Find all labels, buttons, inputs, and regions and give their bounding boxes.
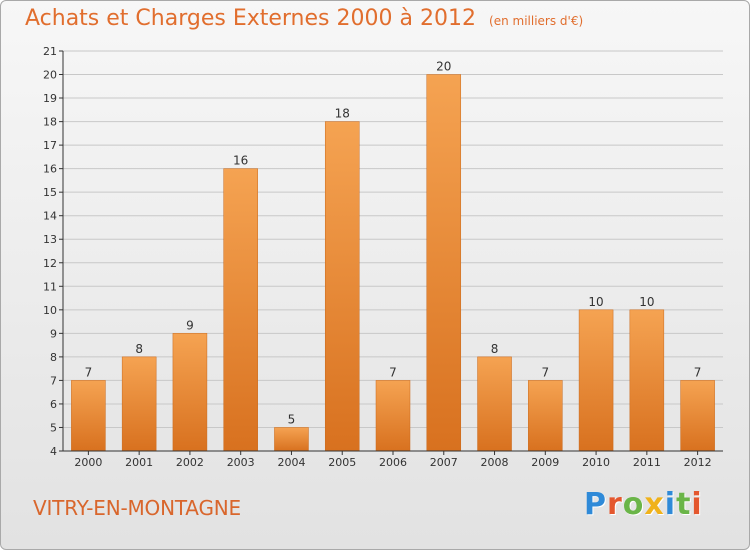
x-tick-label: 2012 [684, 456, 712, 469]
x-tick-label: 2006 [379, 456, 407, 469]
bar-value-label: 7 [85, 365, 93, 379]
bars [71, 74, 715, 452]
x-tick-label: 2009 [531, 456, 559, 469]
x-tick-label: 2010 [582, 456, 610, 469]
chart-header: Achats et Charges Externes 2000 à 2012 (… [25, 6, 583, 31]
y-tick-label: 4 [50, 445, 57, 458]
bar-value-label: 20 [436, 60, 451, 74]
x-tick-label: 2000 [74, 456, 102, 469]
x-tick-label: 2002 [176, 456, 204, 469]
y-tick-label: 12 [43, 257, 57, 270]
bar-2012 [680, 380, 715, 452]
axes: 4 5 6 7 8 9 10 11 12 13 14 15 16 17 18 19 20 21 2000 2001 20… [43, 45, 723, 469]
y-tick-label: 10 [43, 304, 57, 317]
brand-letter: x [644, 487, 665, 522]
y-tick-label: 8 [50, 351, 57, 364]
bar-value-label: 8 [491, 342, 499, 356]
brand-letter: P [584, 487, 607, 522]
bar-2008 [477, 356, 512, 452]
bar-value-label: 18 [335, 107, 350, 121]
chart-unit: (en milliers d'€) [489, 14, 584, 28]
brand-letter: t [676, 487, 692, 522]
y-tick-label: 17 [43, 139, 57, 152]
y-tick-label: 16 [43, 163, 57, 176]
bar-2006 [375, 380, 411, 452]
bar-2009 [528, 380, 563, 452]
bar-2002 [172, 333, 208, 452]
y-tick-label: 6 [50, 398, 57, 411]
y-tick-label: 20 [43, 69, 57, 82]
bar-2004 [274, 427, 309, 452]
bar-2001 [121, 356, 157, 452]
bar-value-label: 7 [694, 365, 702, 379]
brand-letter: i [691, 487, 703, 522]
y-tick-label: 7 [50, 374, 57, 387]
y-tick-label: 21 [43, 45, 57, 58]
brand-letter: i [664, 487, 677, 522]
x-tick-label: 2001 [125, 456, 153, 469]
y-tick-label: 11 [43, 280, 57, 293]
bar-value-label: 7 [541, 365, 549, 379]
bar-2011 [629, 309, 665, 452]
x-tick-label: 2011 [633, 456, 661, 469]
bar-2010 [578, 309, 614, 452]
bar-value-label: 5 [288, 412, 296, 426]
commune-name: VITRY-EN-MONTAGNE [33, 496, 241, 520]
bar-value-label: 8 [135, 342, 143, 356]
x-tick-label: 2007 [430, 456, 458, 469]
y-tick-label: 9 [50, 327, 57, 340]
x-tick-label: 2004 [277, 456, 305, 469]
brand-letter: o [622, 487, 645, 522]
y-tick-label: 15 [43, 186, 57, 199]
bar-value-label: 10 [588, 295, 603, 309]
y-tick-label: 14 [43, 210, 57, 223]
bar-2007 [426, 74, 462, 452]
x-tick-label: 2008 [481, 456, 509, 469]
chart-title: Achats et Charges Externes 2000 à 2012 [25, 6, 476, 31]
bar-2003 [223, 168, 258, 452]
y-tick-label: 18 [43, 116, 57, 129]
bar-value-label: 10 [639, 295, 654, 309]
y-tick-label: 19 [43, 92, 57, 105]
data-labels: 7 8 9 16 5 18 7 20 8 7 10 10 7 [85, 60, 702, 427]
bar-value-label: 7 [389, 365, 397, 379]
x-tick-label: 2005 [328, 456, 356, 469]
bar-value-label: 9 [186, 318, 194, 332]
brand-logo: Proxiti [584, 487, 703, 522]
y-tick-label: 5 [50, 421, 57, 434]
bar-2005 [324, 121, 360, 452]
brand-letter: r [607, 487, 623, 522]
bar-2000 [71, 380, 106, 452]
bar-value-label: 16 [233, 154, 248, 168]
y-tick-label: 13 [43, 233, 57, 246]
x-tick-label: 2003 [227, 456, 255, 469]
